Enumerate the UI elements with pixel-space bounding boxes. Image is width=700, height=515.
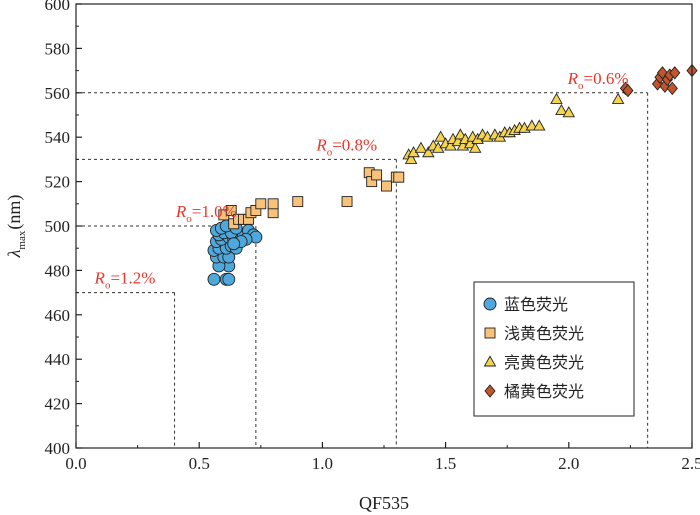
x-tick-label: 2.5 [681, 454, 700, 473]
ro-label: Ro=0.6% [567, 69, 629, 92]
data-point [414, 141, 428, 153]
legend-label: 浅黄色荧光 [504, 324, 584, 343]
x-axis-title: QF535 [359, 493, 409, 513]
y-axis-title-unit: (nm) [4, 195, 25, 230]
series-group [218, 167, 405, 230]
y-tick-label: 400 [45, 439, 71, 458]
y-tick-label: 440 [45, 350, 71, 369]
data-point [622, 83, 634, 98]
x-tick-label: 0.0 [65, 454, 86, 473]
ro-label: Ro=1.2% [94, 269, 156, 292]
y-tick-label: 480 [45, 261, 71, 280]
ro-label: Ro=0.8% [315, 135, 377, 158]
ro-label: Ro=1.0% [175, 202, 237, 225]
legend-label: 蓝色荧光 [504, 295, 568, 314]
y-tick-label: 500 [45, 217, 71, 236]
y-tick-label: 580 [45, 39, 71, 58]
data-point [666, 81, 678, 96]
data-point [381, 180, 392, 192]
guide-lines [76, 92, 649, 448]
data-point [222, 272, 236, 286]
data-point [422, 146, 435, 158]
data-point [207, 272, 221, 286]
data-point [255, 198, 267, 210]
data-point [292, 196, 304, 208]
x-tick-label: 1.0 [312, 454, 333, 473]
series-group [402, 92, 625, 164]
data-point [468, 141, 482, 153]
y-tick-label: 600 [45, 0, 71, 14]
y-axis-title-symbol: λ [4, 249, 24, 258]
y-axis-title: λmax(nm) [4, 195, 28, 259]
y-tick-label: 460 [45, 306, 71, 325]
data-point [393, 171, 405, 183]
y-tick-label: 520 [45, 173, 71, 192]
data-point [341, 196, 353, 208]
y-tick-label: 420 [45, 395, 71, 414]
x-tick-label: 2.0 [558, 454, 579, 473]
legend-label: 橘黄色荧光 [504, 382, 584, 401]
series-group [207, 219, 263, 286]
y-tick-label: 540 [45, 128, 71, 147]
legend-box [473, 281, 635, 417]
data-point [225, 205, 237, 216]
data-points [207, 63, 698, 286]
data-point [555, 103, 568, 116]
data-point [454, 128, 467, 140]
legend-marker [483, 355, 497, 367]
legend-label: 亮黄色荧光 [504, 353, 584, 372]
data-point [404, 152, 418, 164]
data-point [267, 198, 279, 210]
data-point [227, 237, 241, 251]
legend-marker [484, 327, 496, 339]
data-point [532, 119, 546, 131]
data-point [525, 119, 539, 131]
data-point [562, 106, 576, 118]
series-group [619, 63, 698, 98]
data-point [434, 130, 447, 142]
y-axis-title-subscript: max [16, 230, 28, 249]
data-point [611, 92, 625, 104]
ro-annotations: Ro=1.2% Ro=1.0% Ro=0.8% Ro=0.6% [94, 69, 629, 292]
x-tick-label: 0.5 [189, 454, 210, 473]
legend-marker [484, 384, 496, 398]
data-point [371, 169, 383, 181]
x-tick-label: 1.5 [435, 454, 456, 473]
legend-marker [483, 297, 497, 311]
y-tick-label: 560 [45, 84, 71, 103]
axis-ticks: 0.0 0.5 1.0 1.5 2.0 2.5 400 420 440 460 480 500 520 5… [45, 0, 700, 473]
data-point [669, 66, 681, 80]
data-point [550, 92, 563, 104]
